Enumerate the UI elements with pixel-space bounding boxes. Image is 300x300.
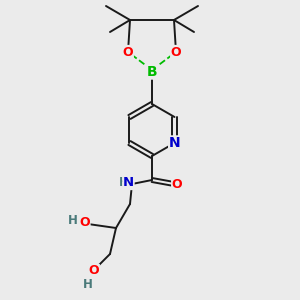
Text: N: N: [169, 136, 180, 150]
Text: H: H: [83, 278, 93, 290]
Text: O: O: [172, 178, 182, 190]
Text: O: O: [123, 46, 133, 59]
Text: O: O: [80, 217, 90, 230]
Text: H: H: [119, 176, 129, 190]
Text: H: H: [68, 214, 78, 226]
Text: B: B: [147, 65, 157, 79]
Text: O: O: [171, 46, 181, 59]
Text: O: O: [89, 265, 99, 278]
Text: N: N: [123, 176, 134, 190]
